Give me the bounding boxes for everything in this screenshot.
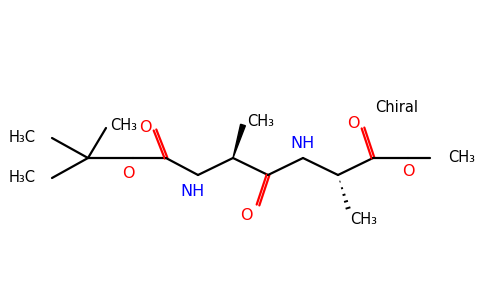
Text: O: O [122,166,134,181]
Text: CH₃: CH₃ [110,118,137,134]
Text: O: O [139,121,151,136]
Text: NH: NH [291,136,315,151]
Text: H₃C: H₃C [9,170,36,185]
Text: O: O [402,164,414,179]
Text: CH₃: CH₃ [247,113,274,128]
Text: O: O [347,116,359,131]
Text: O: O [240,208,252,223]
Text: CH₃: CH₃ [350,212,378,227]
Polygon shape [233,124,245,158]
Text: NH: NH [181,184,205,199]
Text: CH₃: CH₃ [448,151,475,166]
Text: Chiral: Chiral [375,100,418,116]
Text: H₃C: H₃C [9,130,36,146]
